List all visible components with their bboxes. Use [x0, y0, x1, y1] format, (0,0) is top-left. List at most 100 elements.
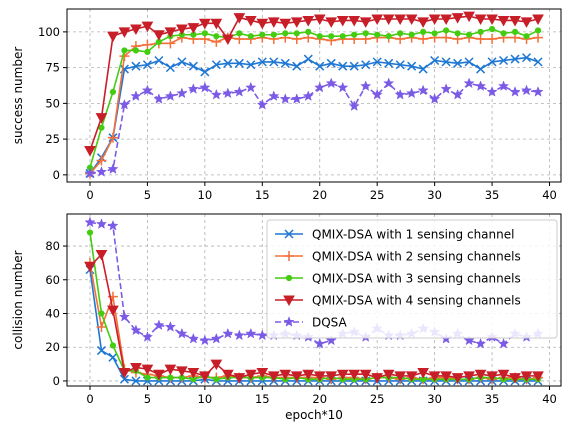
data-point: [464, 57, 474, 67]
data-point: [245, 81, 257, 93]
data-point: [487, 34, 498, 45]
data-point: [429, 93, 441, 104]
data-point: [279, 93, 291, 104]
data-point: [522, 53, 532, 63]
data-point: [234, 58, 244, 68]
data-point: [417, 84, 429, 96]
data-point: [177, 57, 187, 67]
series-line: [89, 28, 539, 168]
data-point: [420, 28, 427, 35]
x-tick-label: 5: [144, 188, 151, 202]
x-tick-label: 35: [485, 188, 500, 202]
data-point: [244, 369, 257, 381]
data-point: [269, 57, 279, 67]
data-point: [336, 15, 349, 27]
data-point: [176, 24, 188, 36]
data-point: [267, 371, 280, 382]
x-tick-label: 40: [542, 188, 557, 202]
data-point: [474, 337, 487, 349]
data-point: [141, 331, 154, 342]
data-point: [313, 14, 326, 26]
data-point: [256, 368, 269, 379]
data-point: [325, 371, 338, 382]
collision-panel: 0 5 10 15 20 25 30 35 40 0 20 40 60 80 collision numbe…: [11, 213, 562, 422]
data-point: [497, 15, 510, 27]
data-point: [211, 60, 221, 70]
data-point: [348, 15, 361, 27]
legend-entry-qmix-dsa-with-1-sensing-channel: QMIX-DSA with 1 sensing channel: [275, 228, 514, 242]
legend-label: QMIX-DSA with 1 sensing channel: [312, 228, 514, 242]
data-point: [440, 83, 452, 94]
data-point: [119, 374, 129, 384]
success-panel: 0 5 10 15 20 25 30 35 40 0 25 50 75 100 success number: [11, 8, 562, 202]
data-point: [477, 28, 484, 35]
data-point: [222, 327, 234, 339]
x-tick-label: 30: [427, 392, 442, 406]
data-point: [259, 31, 266, 38]
series-dqsa: [84, 77, 544, 179]
x-axis-label: epoch*10: [285, 408, 343, 422]
data-point: [222, 87, 234, 99]
data-point: [509, 373, 521, 384]
data-point: [141, 21, 154, 33]
data-point: [290, 17, 303, 28]
data-point: [315, 61, 325, 71]
series-line: [89, 252, 539, 379]
data-point: [95, 249, 108, 261]
data-point: [210, 359, 223, 371]
data-point: [247, 33, 254, 40]
x-tick-label: 25: [370, 392, 385, 406]
legend-box: [266, 219, 558, 339]
data-point: [165, 38, 176, 49]
data-point: [385, 33, 392, 40]
data-point: [256, 98, 268, 110]
data-point: [236, 30, 243, 37]
data-point: [95, 113, 108, 124]
data-point: [213, 33, 220, 40]
data-point: [359, 17, 372, 28]
y-tick-label: 80: [45, 239, 60, 253]
data-point: [359, 369, 372, 381]
data-point: [199, 371, 211, 382]
data-point: [164, 364, 177, 376]
data-point: [451, 88, 464, 100]
legend-label: QMIX-DSA with 3 sensing channels: [312, 272, 521, 286]
data-point: [84, 261, 96, 273]
data-point: [394, 371, 407, 382]
data-point: [280, 58, 290, 68]
data-point: [339, 33, 346, 40]
data-point: [463, 11, 475, 23]
data-point: [486, 86, 498, 97]
data-point: [351, 31, 358, 38]
data-point: [371, 88, 383, 100]
data-point: [96, 321, 107, 332]
data-point: [523, 33, 530, 40]
data-point: [336, 369, 349, 381]
data-point: [108, 352, 118, 362]
data-point: [532, 14, 544, 26]
data-point: [532, 371, 544, 382]
data-point: [405, 371, 418, 382]
data-point: [199, 18, 211, 30]
data-point: [130, 90, 142, 101]
data-point: [107, 163, 119, 174]
data-point: [520, 84, 533, 96]
data-point: [361, 60, 371, 70]
data-point: [121, 47, 128, 54]
series-qmix-dsa-with-1-sensing-channel: [85, 53, 543, 178]
data-point: [176, 366, 188, 377]
series-line: [89, 56, 539, 174]
data-point: [440, 371, 452, 382]
data-point: [118, 310, 131, 322]
y-tick-label: 50: [45, 96, 60, 110]
data-point: [316, 33, 323, 40]
data-point: [428, 371, 441, 382]
x-tick-label: 10: [198, 392, 213, 406]
data-point: [201, 30, 208, 37]
data-point: [98, 310, 105, 317]
data-point: [313, 371, 326, 382]
data-point: [142, 60, 152, 70]
series-qmix-dsa-with-4-sensing-channels: [84, 249, 544, 384]
data-point: [371, 14, 384, 26]
